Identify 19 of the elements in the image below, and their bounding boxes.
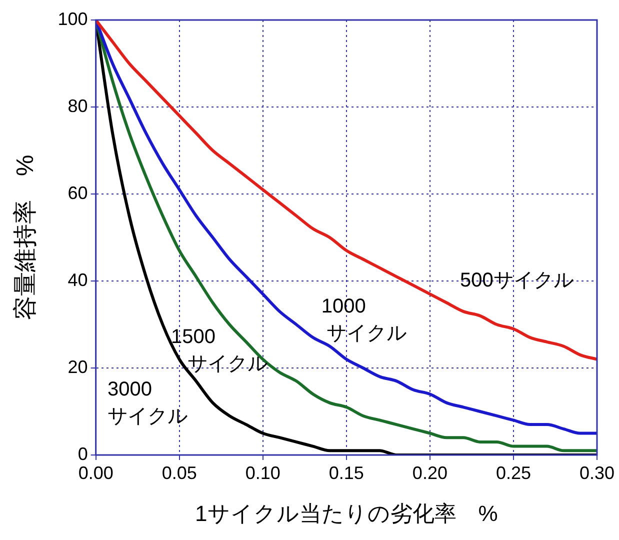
y-axis-title: 容量維持率 % (12, 154, 40, 320)
x-tick-label: 0.25 (496, 462, 531, 483)
y-tick-label: 80 (68, 96, 88, 116)
y-tick-label: 100 (58, 8, 88, 29)
x-tick-label: 0.20 (412, 462, 448, 483)
x-tick-label: 0.15 (328, 462, 364, 483)
x-axis-title: 1サイクル当たりの劣化率 % (195, 500, 498, 526)
y-tick-label: 60 (68, 182, 88, 203)
series-label: 500サイクル (460, 270, 574, 292)
y-tick-label: 40 (68, 270, 88, 290)
y-tick-label: 0 (78, 444, 88, 464)
x-tick-label: 0.10 (245, 462, 280, 483)
x-tick-label: 0.00 (78, 462, 114, 483)
series-label: 3000サイクル (108, 378, 188, 428)
x-tick-label: 0.05 (162, 462, 197, 483)
series-label: 1000サイクル (321, 296, 406, 345)
y-tick-label: 20 (68, 356, 88, 377)
x-tick-label: 0.30 (579, 462, 615, 483)
series-label: 1500サイクル (171, 326, 268, 376)
